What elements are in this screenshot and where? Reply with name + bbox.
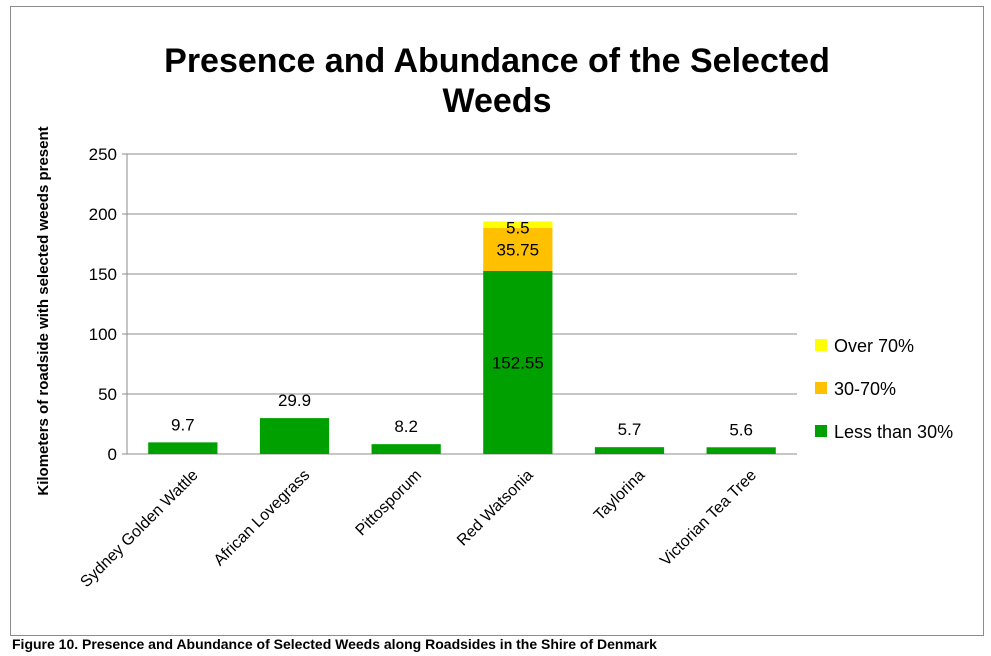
bar-less-than-30- [706,447,776,454]
legend-swatch [815,382,827,394]
x-tick-label: African Lovegrass [211,467,314,570]
legend-label: 30-70% [834,379,896,399]
y-axis-label: Kilometers of roadside with selected wee… [35,126,52,495]
y-tick-label: 0 [108,445,117,464]
chart-title: Presence and Abundance of the Selected We… [164,42,830,120]
y-tick-label: 200 [89,205,117,224]
data-label: 8.2 [394,417,418,436]
y-tick-label: 100 [89,325,117,344]
y-tick-label: 150 [89,265,117,284]
legend-swatch [815,339,827,351]
legend-label: Over 70% [834,336,914,356]
data-label: 5.7 [618,420,642,439]
data-label: 35.75 [497,240,540,259]
y-tick-label: 50 [98,385,117,404]
x-tick-label: Taylorina [591,467,648,524]
bar-over-70- [483,221,553,229]
data-label: 5.5 [506,218,530,237]
x-tick-label: Sydney Golden Wattle [77,467,201,591]
x-tick-label: Red Watsonia [454,467,537,550]
bar-less-than-30- [483,270,553,454]
legend-label: Less than 30% [834,422,953,442]
bar-less-than-30- [371,444,441,454]
x-tick-label: Pittosporum [353,467,425,539]
bar-30-70- [483,228,553,271]
data-label: 5.6 [729,420,753,439]
figure-caption: Figure 10. Presence and Abundance of Sel… [12,636,657,652]
bar-less-than-30- [148,442,218,454]
data-label: 152.55 [492,353,544,372]
y-tick-label: 250 [89,145,117,164]
x-tick-label: Victorian Tea Tree [657,467,760,570]
legend-swatch [815,425,827,437]
data-label: 9.7 [171,415,195,434]
chart: Presence and Abundance of the Selected We… [35,42,953,591]
data-label: 29.9 [278,391,311,410]
bar-less-than-30- [259,418,330,454]
bar-less-than-30- [594,447,665,454]
